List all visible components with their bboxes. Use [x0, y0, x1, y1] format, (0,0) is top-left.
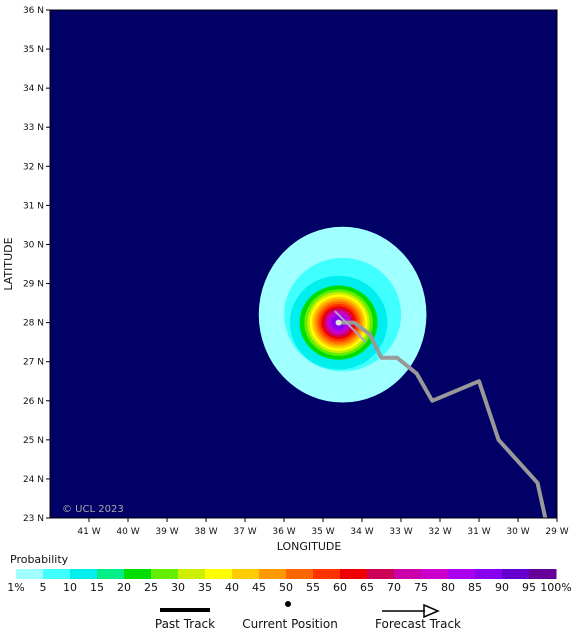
legend-swatch	[367, 569, 395, 579]
lon-tick-label: 37 W	[233, 527, 256, 537]
legend-swatch	[151, 569, 179, 579]
lon-tick-label: 32 W	[428, 527, 451, 537]
legend-swatch	[286, 569, 314, 579]
lat-tick-label: 30 N	[23, 240, 44, 250]
longitude-ticks: 41 W 40 W 39 W 38 W 37 W 36 W 35 W 34 W 33 W 32 W…	[77, 518, 569, 537]
legend-swatch	[178, 569, 206, 579]
legend-label: 1%	[7, 581, 24, 594]
lon-tick-label: 31 W	[467, 527, 490, 537]
legend-label: 25	[144, 581, 158, 594]
current-position-label: Current Position	[242, 617, 338, 631]
legend-label: 40	[225, 581, 239, 594]
legend-swatch	[43, 569, 71, 579]
legend-label: 45	[252, 581, 266, 594]
lon-tick-label: 35 W	[311, 527, 334, 537]
x-axis-title: LONGITUDE	[277, 540, 342, 553]
legend-swatch	[502, 569, 530, 579]
legend-label: 90	[495, 581, 509, 594]
legend-label: 5	[40, 581, 47, 594]
lat-tick-label: 27 N	[23, 358, 44, 368]
lat-tick-label: 29 N	[23, 280, 44, 290]
legend-label: 85	[468, 581, 482, 594]
legend-swatch	[259, 569, 287, 579]
lat-tick-label: 32 N	[23, 162, 44, 172]
legend-swatch	[124, 569, 152, 579]
legend-label: 15	[90, 581, 104, 594]
legend-swatch	[448, 569, 476, 579]
legend-label: 35	[198, 581, 212, 594]
legend-label: 75	[414, 581, 428, 594]
lon-tick-label: 34 W	[350, 527, 373, 537]
past-track-line	[333, 310, 367, 343]
lon-tick-label: 30 W	[506, 527, 529, 537]
past-track-label: Past Track	[155, 617, 215, 631]
lon-tick-label: 41 W	[77, 527, 100, 537]
legend-swatch	[421, 569, 449, 579]
legend-label: 70	[387, 581, 401, 594]
lon-tick-label: 38 W	[194, 527, 217, 537]
lon-tick-label: 40 W	[116, 527, 139, 537]
legend-swatch	[394, 569, 422, 579]
lat-tick-label: 26 N	[23, 397, 44, 407]
legend-label: 30	[171, 581, 185, 594]
y-axis-title: LATITUDE	[2, 237, 15, 290]
watermark: © UCL 2023	[62, 504, 124, 515]
lat-tick-label: 25 N	[23, 436, 44, 446]
legend-swatch	[529, 569, 557, 579]
forecast-track-label: Forecast Track	[375, 617, 461, 631]
legend-label: 20	[117, 581, 131, 594]
legend-label: 95	[522, 581, 536, 594]
map-frame	[49, 9, 558, 519]
strike-probability-field	[258, 226, 427, 403]
legend-swatch	[475, 569, 503, 579]
legend-label: 100%	[540, 581, 571, 594]
lat-tick-label: 24 N	[23, 475, 44, 485]
legend-swatch	[70, 569, 98, 579]
legend-label: 80	[441, 581, 455, 594]
lat-tick-label: 28 N	[23, 319, 44, 329]
lon-tick-label: 33 W	[389, 527, 412, 537]
current-position-marker	[335, 319, 342, 326]
legend-swatch	[340, 569, 368, 579]
probability-labels: 1% 5 10 15 20 25 30 35 40 45 50 55 60 65 70 75 80 85 90 95 1…	[7, 581, 571, 594]
legend-label: 10	[63, 581, 77, 594]
legend-swatch	[205, 569, 233, 579]
lon-tick-label: 39 W	[155, 527, 178, 537]
lat-tick-label: 23 N	[23, 514, 44, 524]
lon-tick-label: 36 W	[272, 527, 295, 537]
legend-label: 55	[306, 581, 320, 594]
lat-tick-label: 33 N	[23, 123, 44, 133]
lat-tick-label: 31 N	[23, 201, 44, 211]
legend-label: 65	[360, 581, 374, 594]
legend-swatch	[16, 569, 44, 579]
lon-tick-label: 29 W	[545, 527, 568, 537]
legend-swatch	[97, 569, 125, 579]
lat-tick-label: 34 N	[23, 84, 44, 94]
tracks-layer	[333, 310, 548, 519]
legend-label: 50	[279, 581, 293, 594]
forecast-track-symbol	[382, 603, 440, 619]
forecast-track-line	[338, 320, 548, 519]
legend-label: 60	[333, 581, 347, 594]
probability-color-bar	[16, 569, 557, 579]
current-position-symbol	[285, 601, 291, 607]
legend-title: Probability	[10, 553, 69, 566]
latitude-ticks: 36 N 35 N 34 N 33 N 32 N 31 N 30 N 29 N 28 N 27 N…	[23, 6, 50, 524]
legend-swatch	[313, 569, 341, 579]
lat-tick-label: 36 N	[23, 6, 44, 16]
lat-tick-label: 35 N	[23, 45, 44, 55]
legend-swatch	[232, 569, 260, 579]
